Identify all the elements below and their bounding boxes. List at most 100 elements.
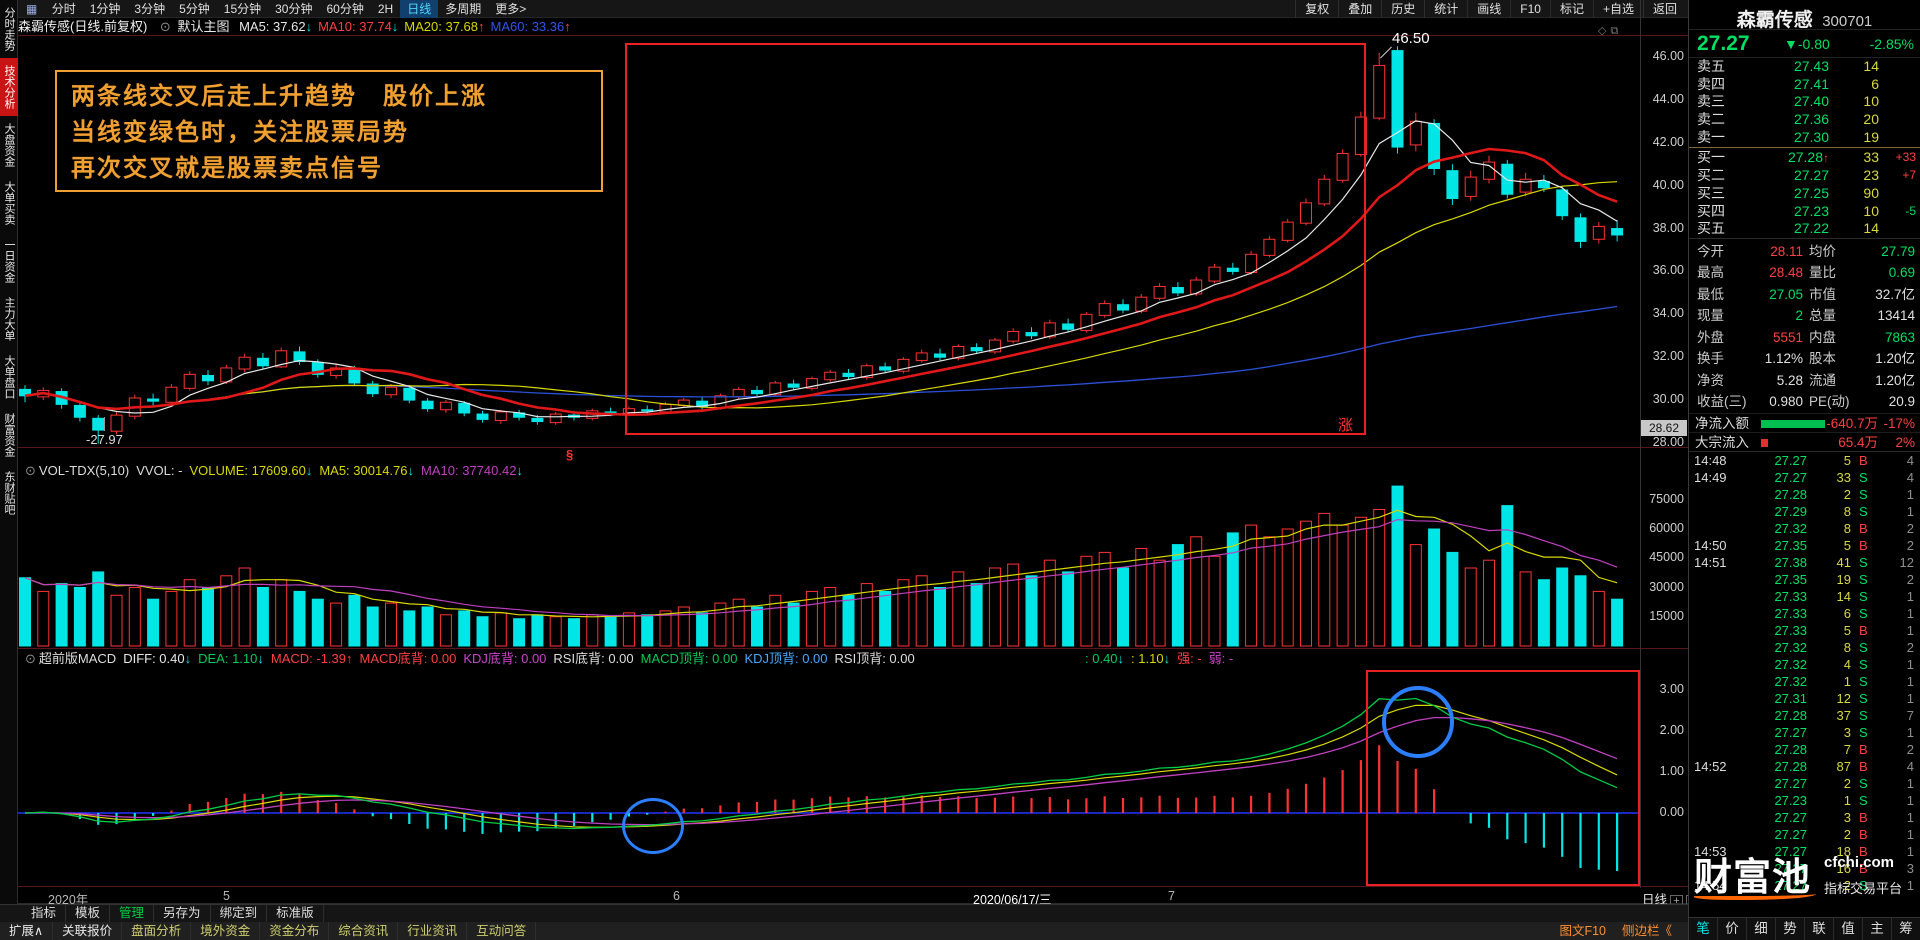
grid-layout-icon[interactable]: ▦ (26, 2, 38, 16)
period-button[interactable]: 分时 (51, 2, 76, 16)
bottom-menu-item[interactable]: 绑定到 (211, 905, 268, 922)
bottom-menu-item[interactable]: 标准版 (267, 905, 324, 922)
segment-text: MA5: 37.62 (239, 19, 306, 34)
period-button[interactable]: 日线 (400, 0, 439, 18)
period-button[interactable]: 多周期 (445, 2, 482, 16)
quote-tab-细[interactable]: 细 (1747, 918, 1776, 940)
quote-tab-笔[interactable]: 笔 (1689, 918, 1718, 940)
tool-button[interactable]: 统计 (1424, 0, 1467, 18)
volume-tick: 45000 (1649, 550, 1684, 565)
period-button[interactable]: 5分钟 (179, 2, 210, 16)
tick-count: 1 (1906, 588, 1914, 604)
info-menu-item[interactable]: 资金分布 (260, 922, 330, 940)
info-menu-item[interactable]: 关联报价 (53, 922, 123, 940)
queue-delta: +33 (1895, 150, 1916, 165)
sidebar-item-技术分析[interactable]: 技术分析 (0, 58, 18, 116)
chart-corner-icons[interactable]: ◇⧉ (1598, 24, 1622, 38)
dropdown-icon[interactable]: ⊙ (25, 463, 36, 478)
tick-count: 1 (1906, 503, 1914, 519)
tool-button[interactable]: 标记 (1549, 0, 1593, 18)
tick-time: 14:51 (1694, 554, 1727, 570)
period-button[interactable]: 30分钟 (275, 2, 313, 16)
segment-text: 强: - (1177, 651, 1202, 666)
info-right-item[interactable]: 图文F10 (1559, 924, 1606, 938)
sidebar-item-主力大单[interactable]: 主力大单 (3, 297, 15, 341)
tool-button[interactable]: 叠加 (1338, 0, 1381, 18)
tick-count: 1 (1906, 622, 1914, 638)
quote-tab-联[interactable]: 联 (1805, 918, 1834, 940)
tool-button[interactable]: 历史 (1381, 0, 1424, 18)
bottom-menu-item[interactable]: 模板 (66, 905, 111, 922)
candlestick-chart[interactable] (18, 36, 1640, 447)
period-button[interactable]: 3分钟 (134, 2, 166, 16)
segment-text: : 0.40 (1085, 651, 1118, 666)
quote-tab-价[interactable]: 价 (1718, 918, 1747, 940)
tool-button[interactable]: F10 (1510, 0, 1550, 18)
tool-button[interactable]: +自选 (1592, 0, 1643, 18)
main-chart-selector[interactable]: 默认主图 (177, 19, 230, 34)
dropdown-icon[interactable]: ⊙ (25, 651, 36, 666)
tick-row: 27.33 14 S 1 (1689, 588, 1920, 605)
indicator-segment: MACD顶背: 0.00 (641, 651, 738, 666)
bottom-menu-item[interactable]: 指标 (22, 905, 67, 922)
tick-volume: 16 (1836, 860, 1851, 876)
info-menu-item[interactable]: 盘面分析 (122, 922, 192, 940)
queue-label: 买五 (1697, 220, 1725, 237)
volume-tick: 30000 (1649, 579, 1684, 594)
vol-pane-svg (19, 485, 1624, 647)
tick-price: 27.28 (1774, 486, 1807, 502)
tick-volume: 2 (1843, 486, 1851, 502)
period-button[interactable]: 60分钟 (326, 2, 364, 16)
info-menu-item[interactable]: 扩展∧ (0, 922, 54, 940)
sidebar-item-分时走势[interactable]: 分时走势 (3, 7, 15, 51)
sidebar-item-大单买卖[interactable]: 大单买卖 (3, 181, 15, 225)
tool-button[interactable]: 画线 (1467, 0, 1510, 18)
last-price: 27.27 (1697, 32, 1750, 55)
price-tick: 28.00 (1652, 434, 1684, 449)
period-button[interactable]: 1分钟 (89, 2, 121, 16)
period-button[interactable]: 更多> (495, 2, 527, 16)
tick-price: 27.31 (1774, 690, 1807, 706)
sidebar-item-一日资金[interactable]: 一日资金 (3, 239, 15, 283)
macd-highlight-box (1366, 670, 1640, 886)
period-button[interactable]: 15分钟 (223, 2, 262, 16)
price-tick: 44.00 (1652, 91, 1684, 106)
xaxis-label: 2020年 (48, 893, 89, 907)
sidebar-item-东财贴吧[interactable]: 东财贴吧 (3, 471, 15, 515)
stat-label: 内盘 (1809, 329, 1836, 345)
bottom-menu-item[interactable]: 另存为 (154, 905, 211, 922)
window-icon[interactable]: ⧉ (1610, 25, 1623, 37)
bottom-menu-item[interactable]: 管理 (110, 905, 155, 922)
sidebar-item-大单盘口[interactable]: 大单盘口 (3, 355, 15, 399)
period-button[interactable]: 2H (377, 2, 394, 16)
volume-chart[interactable] (18, 450, 1640, 648)
info-menu-item[interactable]: 综合资讯 (329, 922, 399, 940)
macd-indicator-header: ⊙ 超前版MACD DIFF: 0.40↓ DEA: 1.10↓ MACD: -1.39… (22, 650, 922, 668)
tick-count: 2 (1906, 571, 1914, 587)
tick-row: 27.35 19 S 2 (1689, 571, 1920, 588)
sidebar-item-大盘资金[interactable]: 大盘资金 (3, 123, 15, 167)
segment-text: MA20: 37.68 (404, 19, 479, 34)
quote-tab-势[interactable]: 势 (1776, 918, 1805, 940)
sidebar-item-财富资金[interactable]: 财富资金 (3, 413, 15, 457)
info-right-item[interactable]: 侧边栏《 (1621, 924, 1672, 938)
quote-panel: 森霸传感 300701 27.27 ▼-0.80 -2.85% 卖五 27.43 1… (1688, 0, 1920, 940)
diamond-icon[interactable]: ◇ (1598, 25, 1611, 37)
macd-chart[interactable] (18, 648, 1640, 888)
queue-volume: 19 (1863, 128, 1879, 145)
tick-row: 27.27 2 S 1 (1689, 775, 1920, 792)
info-menu-item[interactable]: 境外资金 (191, 922, 261, 940)
tool-button[interactable]: 返回 (1642, 0, 1686, 18)
quote-tab-筹[interactable]: 筹 (1892, 918, 1920, 940)
segment-text: VOLUME: 17609.60 (189, 463, 306, 478)
quote-tab-值[interactable]: 值 (1834, 918, 1863, 940)
stat-value: 2 (1795, 308, 1803, 324)
ma-value: MA5: 37.62↓ (239, 19, 312, 34)
tick-row: 27.27 2 B 1 (1689, 826, 1920, 843)
info-menu-item[interactable]: 行业资讯 (398, 922, 468, 940)
dropdown-icon[interactable]: ⊙ (159, 19, 171, 34)
tick-direction: S (1859, 588, 1868, 604)
info-menu-item[interactable]: 互动问答 (467, 922, 537, 940)
quote-tab-主[interactable]: 主 (1863, 918, 1892, 940)
tool-button[interactable]: 复权 (1295, 0, 1338, 18)
